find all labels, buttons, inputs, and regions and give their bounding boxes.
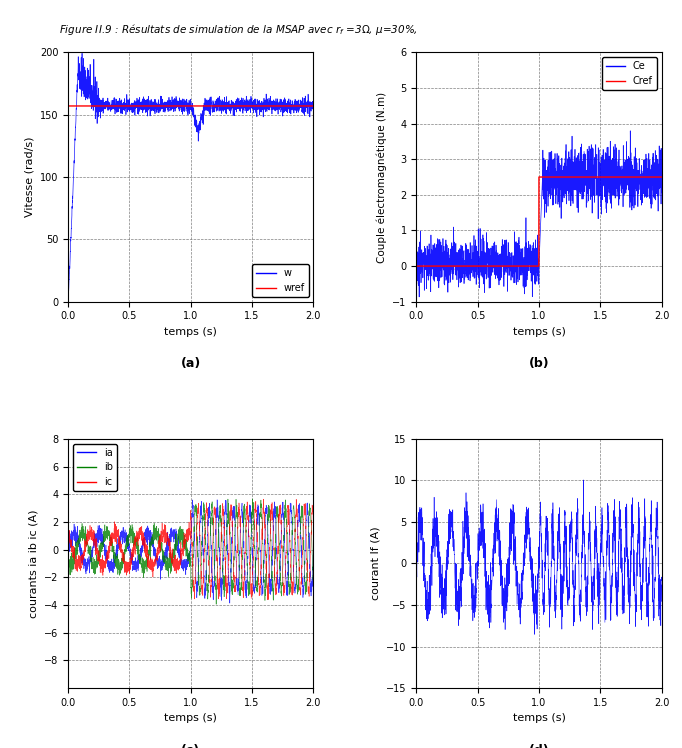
X-axis label: temps (s): temps (s) [512,327,565,337]
X-axis label: temps (s): temps (s) [164,327,218,337]
Title: (a): (a) [181,358,201,370]
Legend: w, wref: w, wref [252,264,308,297]
Title: (d): (d) [529,744,549,748]
Title: (c): (c) [181,744,201,748]
Y-axis label: Vitesse (rad/s): Vitesse (rad/s) [25,137,34,217]
Y-axis label: courant If (A): courant If (A) [370,527,381,601]
X-axis label: temps (s): temps (s) [164,714,218,723]
Y-axis label: courants ia ib ic (A): courants ia ib ic (A) [29,509,39,618]
Y-axis label: Couple électromagnétique (N.m): Couple électromagnétique (N.m) [376,91,387,263]
Text: Figure II.9 : Résultats de simulation de la MSAP avec r$_f$ =3$\Omega$, µ=30%,: Figure II.9 : Résultats de simulation de… [59,22,418,37]
Title: (b): (b) [529,358,549,370]
Legend: Ce, Cref: Ce, Cref [602,57,657,90]
X-axis label: temps (s): temps (s) [512,714,565,723]
Legend: ia, ib, ic: ia, ib, ic [73,444,117,491]
